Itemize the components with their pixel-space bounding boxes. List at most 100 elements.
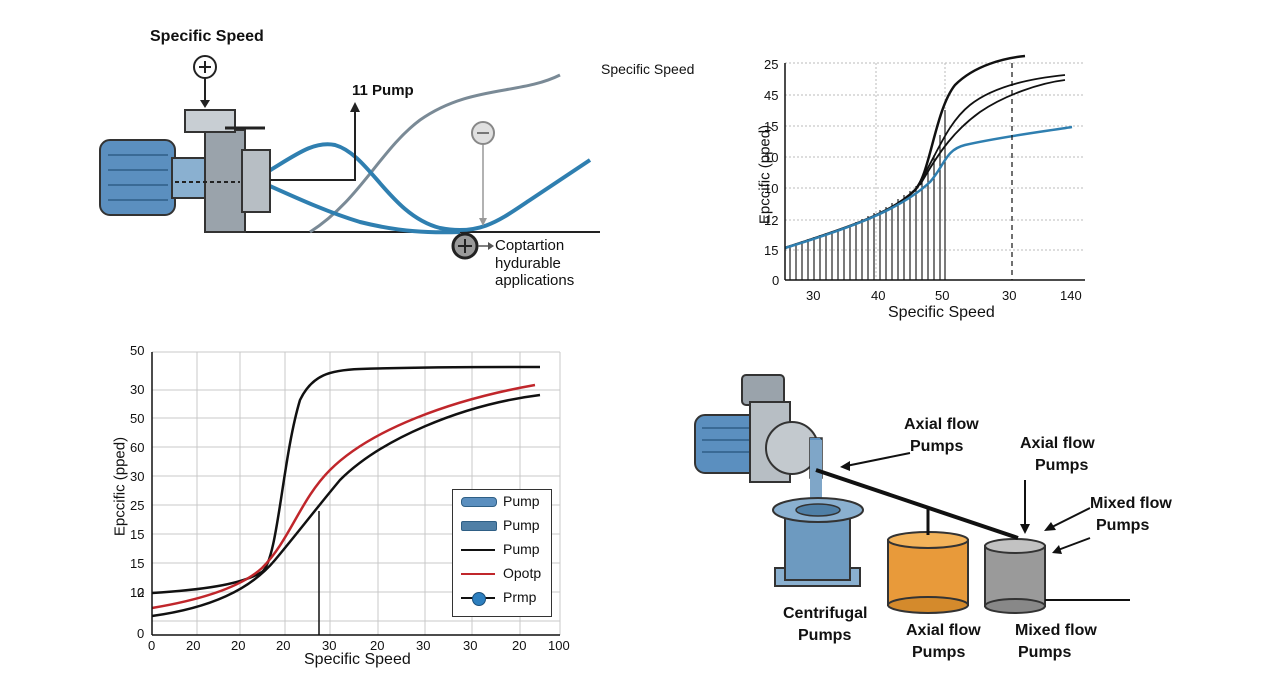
pump-pointer-arrow (270, 110, 356, 181)
y-tick: 25 (764, 57, 779, 72)
legend-label: Opotp (503, 565, 542, 581)
x-tick: 20 (186, 638, 201, 653)
x-tick: 40 (871, 288, 886, 303)
legend-label: Prmp (503, 589, 537, 605)
x-tick: 30 (322, 638, 337, 653)
y-axis-label: Epccific (pped) (111, 436, 129, 537)
arrow-mixed-a (1049, 507, 1091, 529)
x-tick: 20 (231, 638, 246, 653)
x-tick: 50 (935, 288, 950, 303)
centrifugal-pump-icon (772, 497, 864, 587)
pump-label: 11 Pump (352, 82, 414, 99)
top-right-chart (784, 54, 1085, 281)
label-mixed-top-1: Mixed flow (1090, 495, 1172, 512)
legend-swatch (461, 521, 497, 531)
y-tick: 15 (764, 243, 779, 258)
bottom-gauge-arrowhead (488, 242, 494, 250)
x-tick: 20 (370, 638, 385, 653)
legend-item: Opotp (453, 562, 551, 586)
y-tick: 12 (130, 585, 145, 600)
legend-swatch (461, 497, 497, 507)
legend-label: Pump (503, 541, 540, 557)
y-tick: 10 (764, 181, 779, 196)
series-blue (784, 125, 1073, 250)
axial-pump-tank-icon (887, 531, 969, 614)
grey-curve (309, 73, 561, 234)
y-tick: 12 (764, 213, 779, 228)
arrowhead (840, 461, 850, 471)
y-tick: 15 (130, 556, 145, 571)
legend-item: Prmp (453, 586, 551, 610)
legend-item: Pump (453, 538, 551, 562)
x-tick: 100 (548, 638, 570, 653)
label-centrifugal-2: Pumps (798, 627, 852, 644)
legend-item: Pump (453, 490, 551, 514)
x-tick: 20 (512, 638, 527, 653)
arrowhead (1020, 524, 1030, 534)
label-axial-bottom-2: Pumps (912, 644, 966, 661)
gauge-plus-bottom-icon (451, 232, 479, 260)
pump-curve-schematic (99, 55, 600, 260)
legend-swatch (461, 573, 495, 575)
label-mixed-bottom-2: Pumps (1018, 644, 1072, 661)
y-tick: 0 (137, 626, 145, 641)
top-left-title: Specific Speed (150, 28, 264, 45)
legend-item: Pump (453, 514, 551, 538)
panel-top-left: Specific Speed 11 Pump Specific Speed Co… (0, 0, 720, 300)
series-red (151, 383, 536, 610)
bottom-label-line-3: applications (495, 272, 575, 289)
y-tick: 25 (130, 498, 145, 513)
chart-legend: Pump Pump Pump Opotp Prmp (452, 489, 552, 617)
series-black-2 (914, 74, 1066, 191)
y-tick: 45 (764, 88, 779, 103)
pump-motor-icon (99, 109, 271, 233)
label-axial-b-1: Axial flow (1020, 435, 1095, 452)
x-tick: 30 (1002, 288, 1017, 303)
series-black-steep (784, 54, 1026, 250)
legend-label: Pump (503, 493, 540, 509)
x-axis-label: Specific Speed (888, 304, 995, 321)
arrowhead (1052, 545, 1062, 554)
y-tick: 10 (764, 150, 779, 165)
label-axial-a-2: Pumps (910, 438, 964, 455)
series-black-3 (919, 79, 1066, 186)
connecting-beam (815, 468, 1019, 540)
blue-decay-curve (244, 173, 461, 235)
y-tick: 30 (130, 382, 145, 397)
panel-bottom-right: Axial flow Pumps Axial flow Pumps Mixed … (680, 360, 1220, 690)
x-axis-label: Specific Speed (304, 651, 411, 668)
bottom-label-line-1: Coptartion (495, 237, 565, 254)
y-axis-label: Epccific (pped) (756, 124, 774, 225)
specific-speed-right-label: Specific Speed (601, 61, 695, 77)
label-mixed-top-2: Pumps (1096, 517, 1150, 534)
gauge-minus-icon (471, 121, 495, 145)
y-tick: 60 (130, 440, 145, 455)
down-arrowhead (200, 100, 210, 108)
x-tick: 30 (806, 288, 821, 303)
panel-top-right: 25 45 15 10 10 12 15 0 30 40 50 30 140 S… (740, 50, 1100, 330)
pump-types-illustration (694, 374, 1130, 614)
bottom-label-line-2: hydurable (495, 255, 561, 272)
y-tick: 30 (130, 469, 145, 484)
pump-motor-icon (694, 374, 823, 483)
arrow-mixed-b (1057, 537, 1091, 551)
x-tick: 20 (276, 638, 291, 653)
x-tick: 30 (416, 638, 431, 653)
legend-swatch (461, 549, 495, 551)
x-tick: 30 (463, 638, 478, 653)
y-tick: 15 (130, 527, 145, 542)
grid (785, 62, 1085, 280)
y-tick: 0 (772, 273, 780, 288)
blue-wave-curve (249, 142, 592, 233)
label-centrifugal-1: Centrifugal (783, 605, 868, 622)
arrowhead (1044, 522, 1056, 531)
hatch-fill (789, 110, 946, 280)
y-tick: 15 (764, 119, 779, 134)
pump-pointer-arrowhead (350, 102, 360, 112)
label-axial-b-2: Pumps (1035, 457, 1089, 474)
arrow-axial-a (845, 452, 911, 467)
label-axial-a-1: Axial flow (904, 416, 979, 433)
mixed-pump-tank-icon (984, 538, 1046, 614)
x-tick: 0 (148, 638, 156, 653)
legend-label: Pump (503, 517, 540, 533)
